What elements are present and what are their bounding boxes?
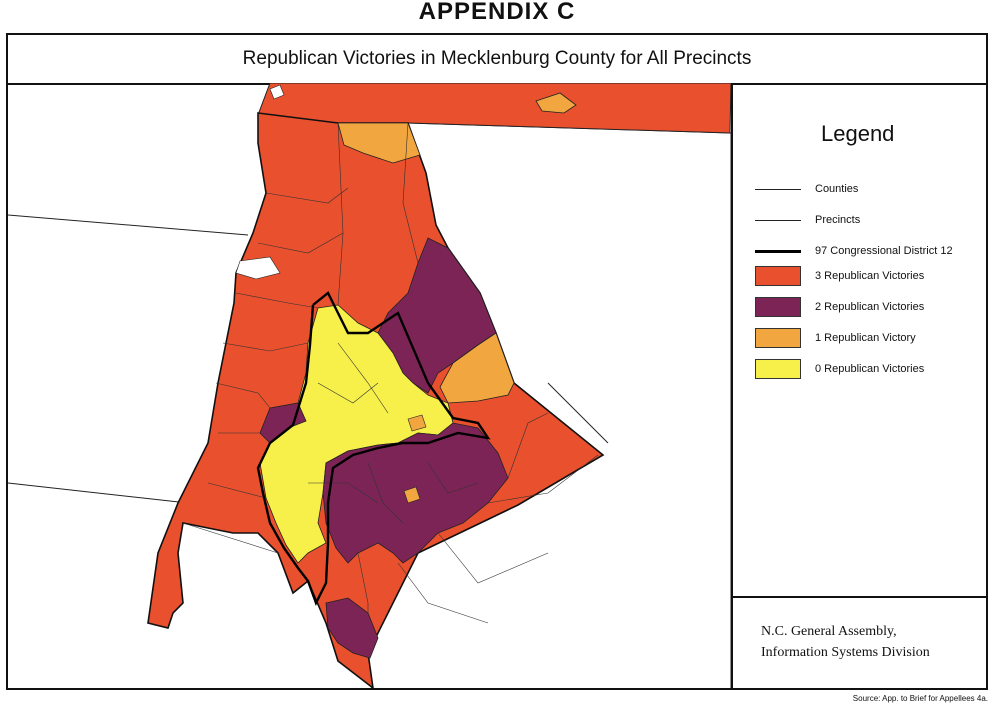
north-orange-precinct <box>535 92 577 114</box>
credit-line-2: Information Systems Division <box>761 645 930 660</box>
map-svg <box>8 83 731 688</box>
legend-label: 1 Republican Victory <box>815 332 916 344</box>
precinct-lines <box>182 122 599 624</box>
legend-swatch <box>755 297 801 317</box>
map-title: Republican Victories in Mecklenburg Coun… <box>8 35 986 85</box>
legend-row-1-victory: 1 Republican Victory <box>755 328 916 348</box>
legend-label: 0 Republican Victories <box>815 363 925 375</box>
orange-region-east <box>439 332 515 404</box>
legend-label: 3 Republican Victories <box>815 270 925 282</box>
source-note: Source: App. to Brief for Appellees 4a. <box>852 694 988 703</box>
purple-region-southwest <box>325 597 379 659</box>
district-12-boundary <box>256 291 491 607</box>
legend-row-district: 97 Congressional District 12 <box>755 245 953 257</box>
legend-title: Legend <box>821 121 895 146</box>
purple-region-northeast <box>377 237 497 394</box>
legend-row-precincts: Precincts <box>755 214 860 226</box>
lake-west <box>235 256 281 280</box>
legend-line-thin <box>755 219 801 221</box>
orange-precinct-center-2 <box>403 486 421 504</box>
legend-line-thin <box>755 188 801 190</box>
credit-block: N.C. General Assembly, Information Syste… <box>761 621 930 663</box>
map-area <box>8 83 731 688</box>
legend-row-3-victories: 3 Republican Victories <box>755 266 924 286</box>
legend-row-0-victories: 0 Republican Victories <box>755 359 924 379</box>
legend-line-thick <box>755 249 801 253</box>
map-frame: Republican Victories in Mecklenburg Coun… <box>6 33 988 690</box>
legend-row-counties: Counties <box>755 183 858 195</box>
legend-panel: Legend Counties Precincts 97 Congression… <box>731 83 986 688</box>
legend-label: Precincts <box>815 214 861 226</box>
lake-north <box>269 84 285 100</box>
legend-swatch <box>755 266 801 286</box>
legend-label: Counties <box>815 183 859 195</box>
legend-label: 2 Republican Victories <box>815 301 925 313</box>
legend-label: 97 Congressional District 12 <box>815 245 953 257</box>
legend-swatch <box>755 328 801 348</box>
legend-row-2-victories: 2 Republican Victories <box>755 297 924 317</box>
credit-line-1: N.C. General Assembly, <box>761 624 897 639</box>
legend: Legend Counties Precincts 97 Congression… <box>733 83 986 598</box>
orange-precinct-center-1 <box>407 414 427 432</box>
legend-swatch <box>755 359 801 379</box>
appendix-heading: APPENDIX C <box>418 0 576 25</box>
